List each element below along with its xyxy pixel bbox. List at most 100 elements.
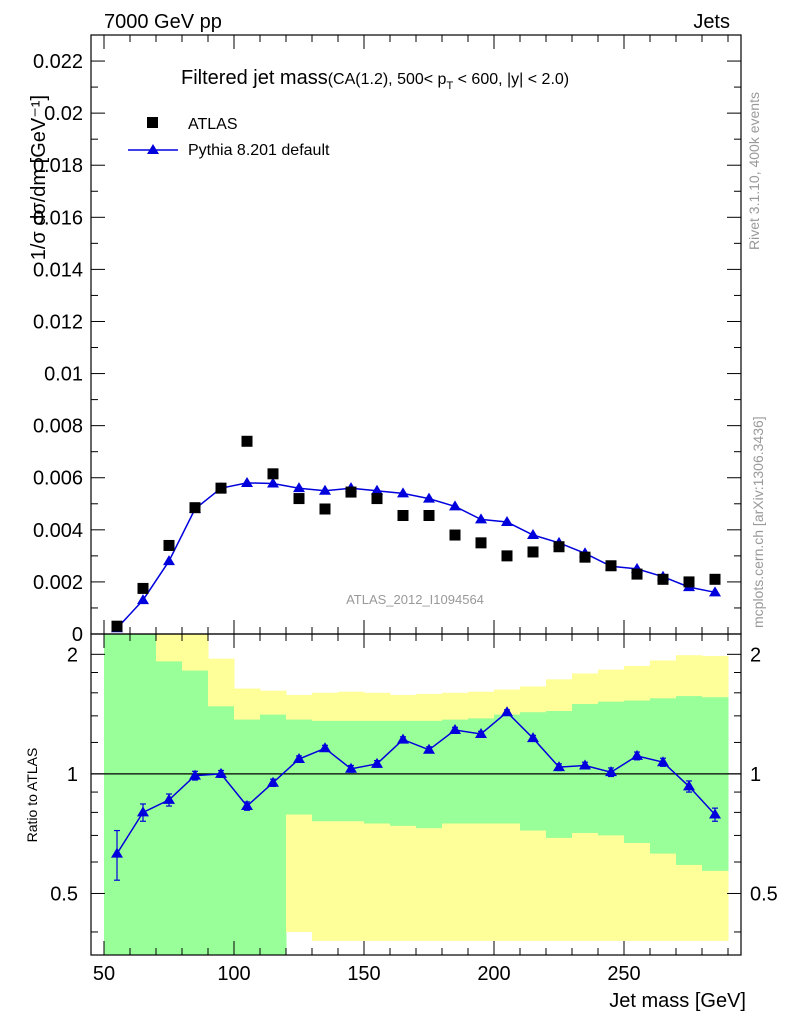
atlas-point (683, 576, 695, 588)
ratio-point (111, 847, 123, 858)
analysis-watermark: ATLAS_2012_I1094564 (346, 592, 484, 607)
ratio-y-tick-label-right: 2 (750, 644, 761, 666)
main-y-tick-label: 0.022 (33, 51, 83, 73)
main-y-tick-label: 0.016 (33, 207, 83, 229)
atlas-point (241, 435, 253, 447)
pythia-point (293, 482, 305, 493)
ratio-point (345, 762, 357, 773)
atlas-point (189, 502, 201, 514)
inner-band-bin (156, 661, 183, 955)
ratio-point (215, 767, 227, 778)
ratio-point (241, 800, 253, 811)
ratio-point (631, 749, 643, 760)
pythia-point (527, 529, 539, 540)
atlas-point (371, 493, 383, 505)
rivet-version-label: Rivet 3.1.10, 400k events (746, 92, 762, 250)
pythia-point (397, 487, 409, 498)
main-y-tick-label: 0.018 (33, 155, 83, 177)
main-y-tick-label: 0.008 (33, 416, 83, 438)
main-y-tick-label: 0.004 (33, 520, 83, 542)
atlas-point (527, 546, 539, 558)
main-y-tick-label: 0.02 (44, 103, 83, 125)
atlas-point (111, 620, 123, 632)
header-left: 7000 GeV pp (104, 11, 222, 33)
inner-band-bin (130, 634, 157, 955)
ratio-point (527, 732, 539, 743)
legend-pythia-marker (147, 144, 159, 154)
pythia-point (371, 484, 383, 495)
ratio-point (501, 706, 513, 717)
ratio-point (371, 757, 383, 768)
inner-band-bin (312, 720, 339, 822)
inner-band-bin (208, 706, 235, 955)
pythia-point (137, 594, 149, 605)
pythia-point (163, 555, 175, 566)
ratio-point (683, 780, 695, 791)
atlas-point (449, 529, 461, 541)
ratio-y-axis-title: Ratio to ATLAS (24, 748, 40, 843)
inner-band-bin (442, 719, 469, 824)
axes-layer: 0 0.002 0.004 0.006 0.008 0.01 0.012 0.014 0.016… (33, 34, 778, 985)
ratio-point (475, 728, 487, 739)
ratio-plot-layer (91, 706, 741, 881)
atlas-point (475, 537, 487, 549)
pythia-point (267, 477, 279, 488)
x-tick-label: 250 (607, 963, 640, 985)
ratio-point (137, 806, 149, 817)
inner-band-bin (234, 719, 261, 955)
main-y-tick-label: 0.002 (33, 572, 83, 594)
x-axis-title: Jet mass [GeV] (609, 990, 746, 1012)
ratio-point (267, 776, 279, 787)
main-y-tick-label: 0 (72, 624, 83, 646)
pythia-point (241, 476, 253, 487)
ratio-y-tick-label: 1 (67, 764, 78, 786)
atlas-point (501, 550, 513, 562)
plot-title-main: Filtered jet mass (181, 67, 328, 89)
plot-title-suffix: (CA(1.2), 500< pT < 600, |y| < 2.0) (328, 71, 569, 92)
inner-band-bin (104, 634, 131, 955)
inner-band-bin (416, 720, 443, 829)
ratio-y-tick-label-right: 1 (750, 764, 761, 786)
atlas-point (319, 503, 331, 515)
legend-pythia-label: Pythia 8.201 default (188, 142, 330, 159)
x-tick-label: 150 (347, 963, 380, 985)
atlas-point (267, 468, 279, 480)
pythia-point (501, 516, 513, 527)
legend-atlas-marker (147, 117, 158, 128)
atlas-point (423, 510, 435, 522)
atlas-point (293, 493, 305, 505)
ratio-point (709, 808, 721, 819)
x-tick-label: 200 (477, 963, 510, 985)
x-tick-label: 100 (217, 963, 250, 985)
pythia-point (449, 500, 461, 511)
ratio-point (605, 766, 617, 777)
mcplots-reference-label: mcplots.cern.ch [arXiv:1306.3436] (750, 416, 766, 628)
legend: ATLAS Pythia 8.201 default (128, 116, 330, 159)
ratio-point (293, 753, 305, 764)
ratio-point (397, 733, 409, 744)
x-tick-label: 50 (93, 963, 115, 985)
inner-band-bin (494, 714, 521, 824)
inner-band-bin (702, 697, 729, 871)
ratio-y-tick-label: 0.5 (50, 883, 78, 905)
ratio-point (449, 723, 461, 734)
atlas-point (579, 551, 591, 563)
main-plot-layer (111, 435, 721, 633)
main-y-tick-label: 0.014 (33, 259, 83, 281)
main-y-axis-title: 1/σ dσ/dm [GeV⁻¹] (28, 95, 50, 260)
atlas-point (605, 560, 617, 572)
legend-atlas-label: ATLAS (188, 116, 238, 133)
atlas-point (553, 541, 565, 553)
pythia-point (319, 484, 331, 495)
plot-title: Filtered jet mass(CA(1.2), 500< pT < 600… (181, 67, 569, 92)
atlas-point (709, 573, 721, 585)
pythia-point (709, 586, 721, 597)
atlas-point (215, 482, 227, 494)
atlas-point (631, 568, 643, 580)
atlas-point (163, 539, 175, 551)
inner-band-bin (520, 712, 547, 831)
header-right: Jets (693, 11, 730, 33)
atlas-point (137, 582, 149, 594)
